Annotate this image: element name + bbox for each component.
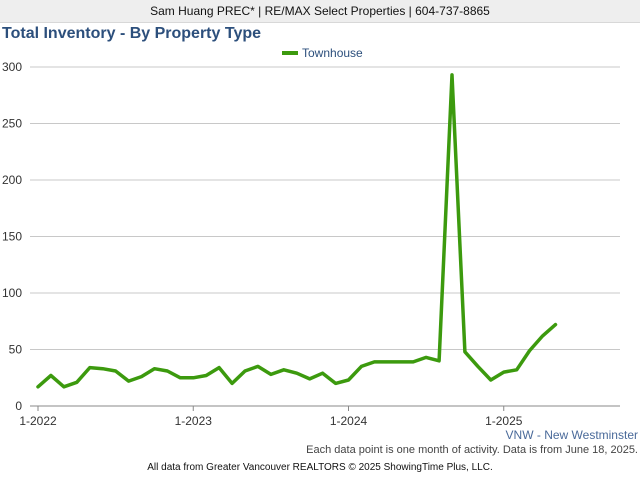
x-axis: 1-2022 1-2023 1-2024 1-2025: [19, 405, 620, 428]
x-tick-label: 1-2024: [330, 414, 368, 428]
agent-header: Sam Huang PREC* | RE/MAX Select Properti…: [0, 0, 640, 23]
y-tick-label: 50: [9, 343, 23, 357]
y-tick-label: 250: [2, 117, 22, 131]
data-source-footer: All data from Greater Vancouver REALTORS…: [147, 462, 493, 473]
y-tick-label: 100: [2, 286, 22, 300]
y-tick-label: 300: [2, 60, 22, 74]
region-label: VNW - New Westminster: [505, 428, 638, 442]
agent-header-text: Sam Huang PREC* | RE/MAX Select Properti…: [150, 4, 490, 18]
x-tick-label: 1-2023: [175, 414, 213, 428]
chart-series: [36, 73, 558, 389]
y-tick-label: 0: [15, 399, 22, 413]
y-axis-ticks: 0 50 100 150 200 250 300: [2, 60, 22, 413]
y-tick-label: 150: [2, 230, 22, 244]
series-line-townhouse: [36, 73, 558, 389]
legend-label: Townhouse: [302, 46, 363, 60]
x-tick-label: 1-2022: [19, 414, 57, 428]
chart-legend: Townhouse: [282, 46, 363, 60]
chart-grid: [30, 66, 620, 350]
data-note: Each data point is one month of activity…: [306, 444, 638, 456]
chart-title: Total Inventory - By Property Type: [2, 25, 262, 42]
x-tick-label: 1-2025: [485, 414, 523, 428]
y-tick-label: 200: [2, 173, 22, 187]
